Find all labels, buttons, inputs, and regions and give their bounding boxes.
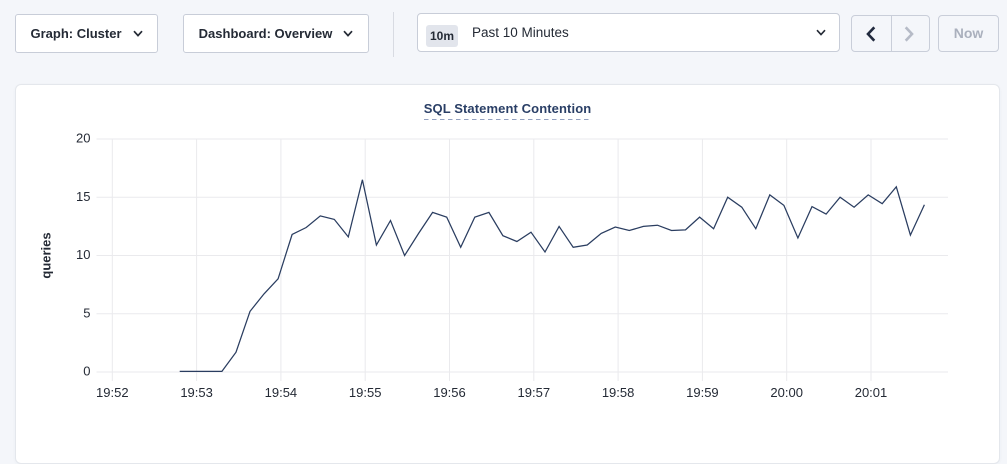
svg-text:0: 0	[83, 364, 90, 379]
svg-text:queries: queries	[39, 232, 54, 278]
svg-text:19:56: 19:56	[433, 385, 466, 400]
svg-text:20: 20	[76, 131, 90, 146]
svg-text:20:01: 20:01	[855, 385, 888, 400]
svg-text:5: 5	[83, 305, 90, 320]
svg-text:19:58: 19:58	[602, 385, 635, 400]
svg-text:19:59: 19:59	[686, 385, 719, 400]
svg-text:10: 10	[76, 247, 90, 262]
svg-text:19:57: 19:57	[518, 385, 551, 400]
svg-text:19:55: 19:55	[349, 385, 382, 400]
svg-text:19:53: 19:53	[180, 385, 213, 400]
svg-text:20:00: 20:00	[770, 385, 803, 400]
svg-text:19:54: 19:54	[265, 385, 298, 400]
svg-text:15: 15	[76, 189, 90, 204]
svg-text:19:52: 19:52	[96, 385, 129, 400]
